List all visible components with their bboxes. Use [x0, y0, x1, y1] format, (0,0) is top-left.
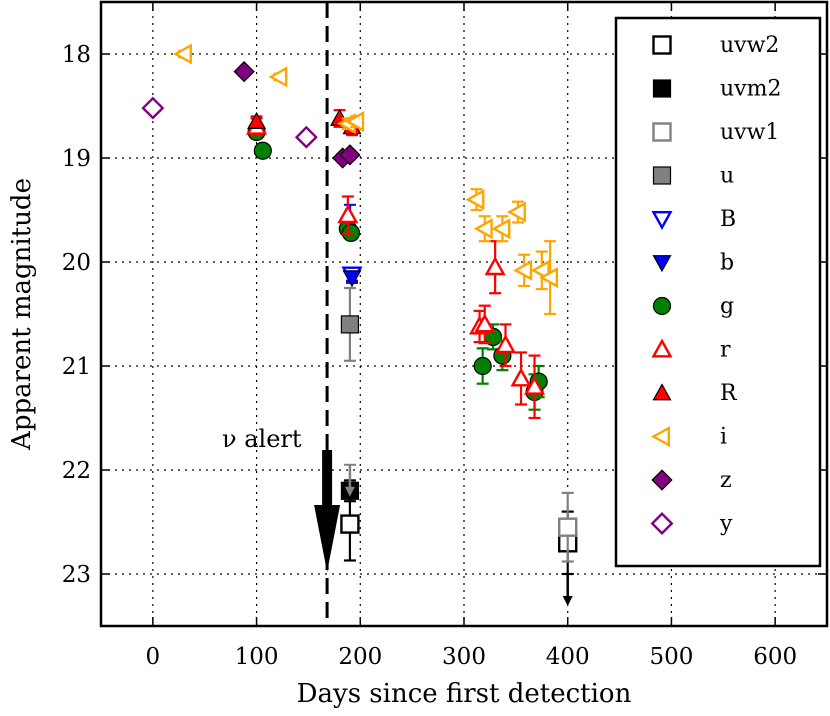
legend-marker	[651, 469, 673, 491]
legend-marker	[652, 122, 672, 142]
legend-label: u	[720, 164, 734, 189]
alert-annotation	[314, 2, 341, 626]
data-point	[247, 111, 267, 129]
x-axis-title: Days since first detection	[297, 679, 632, 709]
data-point	[539, 267, 559, 289]
data-point	[340, 514, 360, 534]
legend-marker	[651, 425, 670, 448]
data-point	[294, 125, 318, 149]
x-tick-label: 400	[546, 644, 590, 670]
series-7-r	[246, 115, 546, 420]
legend-entry: i	[651, 425, 727, 450]
data-point	[337, 204, 359, 224]
legend-label: uvm2	[720, 77, 781, 102]
legend-marker	[652, 383, 672, 401]
legend-entry: z	[651, 468, 732, 493]
data-point	[173, 43, 192, 65]
legend-entry: uvm2	[652, 77, 781, 102]
legend-marker	[652, 35, 672, 55]
legend-marker	[651, 338, 673, 358]
y-tick-label: 20	[62, 250, 91, 276]
data-point	[474, 313, 496, 333]
data-point	[510, 367, 532, 387]
data-point	[558, 517, 578, 537]
data-point	[340, 315, 360, 334]
legend-label: r	[720, 338, 731, 363]
data-point	[465, 189, 485, 211]
y-tick-label: 18	[62, 42, 91, 68]
legend-label: i	[720, 425, 727, 450]
alert-label: ν alert	[222, 425, 302, 453]
alert-arrow-head	[314, 505, 341, 572]
upper-limit-head	[562, 596, 573, 606]
series-1-uvm2	[340, 479, 574, 606]
axis-ticks: 0 100 200 300 400 500 600 18 19 20 21 22 23	[62, 2, 827, 670]
legend-marker	[652, 166, 672, 185]
series-9-i	[173, 43, 559, 316]
series-3-u	[340, 286, 360, 362]
y-tick-label: 23	[62, 562, 91, 588]
alert-arrow-shaft	[322, 450, 333, 510]
legend-box	[614, 16, 822, 568]
data-point	[268, 66, 288, 88]
legend-label: y	[719, 512, 733, 537]
legend-label: b	[720, 251, 734, 276]
series-2-uvw1	[343, 463, 578, 563]
legend-label: R	[720, 381, 738, 406]
data-point	[523, 375, 546, 395]
x-tick-label: 300	[442, 644, 486, 670]
legend-label: B	[720, 207, 736, 232]
legend-entry: uvw2	[652, 33, 779, 58]
legend-entry: B	[651, 207, 736, 232]
legend-entry: uvw1	[652, 120, 779, 145]
y-axis-title: Apparent magnitude	[7, 178, 37, 451]
data-point	[491, 218, 511, 240]
data-point	[141, 96, 165, 120]
data-point	[473, 356, 492, 376]
x-tick-label: 0	[146, 644, 161, 670]
legend-entry: u	[652, 164, 734, 189]
x-tick-label: 200	[338, 644, 382, 670]
legend-marker	[652, 255, 672, 273]
legend-entry: g	[652, 294, 734, 319]
data-point	[484, 256, 506, 276]
data-point	[506, 201, 526, 223]
y-tick-label: 21	[62, 354, 91, 380]
legend-entry: y	[650, 512, 733, 537]
upper-limit-head	[344, 486, 355, 497]
legend-marker	[652, 79, 672, 98]
data-point	[339, 144, 361, 166]
series-11-y	[141, 96, 318, 149]
data-point	[253, 141, 272, 160]
data-point	[342, 270, 362, 288]
legend-marker	[652, 296, 672, 316]
series-10-z	[233, 61, 361, 169]
legend-entry: R	[652, 381, 738, 406]
x-tick-label: 600	[753, 644, 797, 670]
legend-entry: r	[651, 338, 731, 363]
x-tick-label: 100	[235, 644, 279, 670]
y-tick-label: 19	[62, 146, 91, 172]
y-tick-label: 22	[62, 458, 91, 484]
data-point	[494, 334, 517, 354]
data-point	[233, 61, 255, 83]
legend-marker	[651, 210, 673, 230]
data-point	[345, 111, 365, 133]
legend-label: uvw2	[720, 33, 779, 58]
data-points	[141, 43, 578, 606]
legend-label: z	[720, 468, 732, 493]
legend-label: g	[720, 294, 734, 319]
legend-marker	[650, 512, 674, 535]
x-tick-label: 500	[649, 644, 693, 670]
legend-label: uvw1	[720, 120, 779, 145]
series-0-uvw2	[340, 486, 578, 576]
legend-entry: b	[652, 251, 734, 276]
